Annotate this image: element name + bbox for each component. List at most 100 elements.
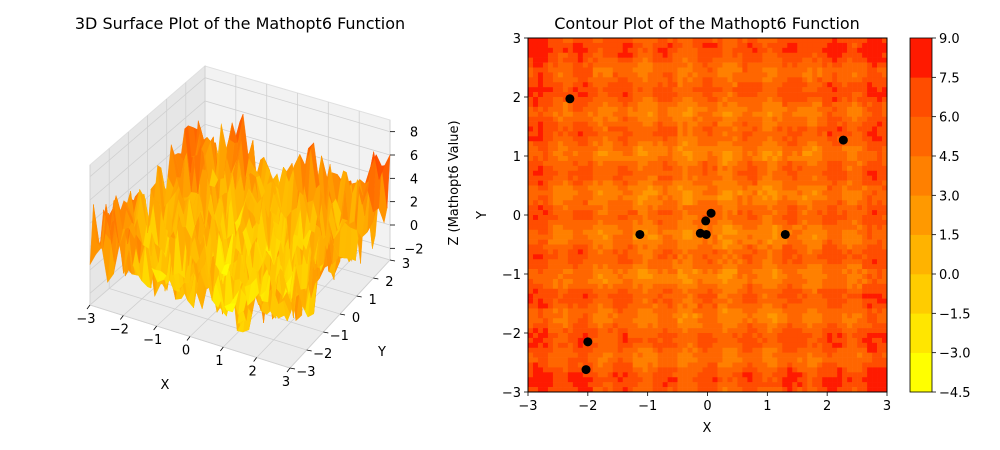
contour-cell (692, 382, 698, 388)
contour-cell (562, 234, 569, 240)
contour-cell (528, 146, 534, 152)
contour-cell (602, 328, 609, 334)
contour-cell (637, 165, 643, 172)
contour-cell (782, 67, 788, 73)
contour-cell (707, 254, 713, 260)
contour-cell (737, 244, 743, 250)
contour-cell (747, 116, 753, 122)
contour-cell (777, 278, 783, 285)
contour-cell (562, 156, 569, 162)
contour-cell (727, 205, 733, 211)
contour-cell (577, 151, 584, 157)
contour-cell (592, 101, 599, 108)
contour-cell (607, 151, 614, 157)
contour-cell (627, 342, 634, 349)
contour-cell (542, 274, 549, 280)
contour-cell (757, 367, 763, 373)
contour-cell (572, 72, 579, 78)
contour-cell (652, 136, 658, 142)
contour-cell (677, 185, 683, 191)
contour-cell (687, 293, 693, 299)
contour-cell (532, 274, 539, 280)
contour-cell (607, 234, 614, 240)
contour-cell (572, 308, 579, 314)
contour-cell (627, 377, 634, 383)
contour-cell (582, 121, 589, 127)
contour-cell (682, 254, 688, 260)
contour-cell (607, 362, 614, 368)
contour-cell (697, 101, 703, 108)
contour-cell (562, 38, 569, 44)
contour-cell (572, 47, 579, 54)
contour-cell (532, 180, 539, 186)
contour-cell (737, 116, 743, 122)
contour-cell (572, 229, 579, 235)
contour-cell (637, 57, 643, 63)
contour-cell (757, 347, 763, 353)
contour-cell (652, 249, 658, 255)
contour-cell (682, 160, 688, 167)
contour-cell (772, 136, 778, 142)
contour-cell (602, 116, 609, 122)
contour-cell (592, 382, 599, 388)
contour-cell (627, 362, 634, 368)
contour-cell (737, 283, 743, 290)
contour-cell (652, 313, 658, 319)
contour-cell (672, 239, 678, 245)
contour-cell (632, 67, 638, 73)
contour-cell (682, 229, 688, 235)
contour-cell (612, 82, 619, 88)
contour-cell (747, 121, 753, 127)
contour-cell (637, 92, 643, 98)
contour-cell (607, 170, 614, 176)
contour-cell (702, 185, 708, 191)
contour-cell (692, 323, 698, 329)
contour-cell (732, 244, 738, 250)
contour-cell (672, 87, 678, 93)
contour-cell (587, 180, 594, 186)
contour-cell (707, 249, 713, 255)
contour-cell (642, 106, 648, 113)
contour-cell (767, 382, 773, 388)
contour-cell (782, 382, 788, 388)
contour-cell (772, 347, 778, 353)
contour-cell (622, 72, 629, 78)
contour-cell (762, 274, 768, 280)
contour-cell (632, 254, 638, 260)
contour-cell (667, 367, 673, 373)
contour-cell (717, 195, 723, 201)
contour-cell (602, 72, 609, 78)
contour-cell (742, 38, 748, 44)
contour-cell (782, 151, 788, 157)
contour-cell (612, 337, 619, 344)
contour-cell (707, 180, 713, 186)
contour-cell (597, 67, 604, 73)
contour-cell (582, 254, 589, 260)
contour-cell (677, 362, 683, 368)
contour-cell (557, 224, 564, 231)
contour-cell (582, 195, 589, 201)
contour-cell (667, 303, 673, 309)
contour-cell (717, 77, 723, 83)
contour-cell (642, 259, 648, 265)
contour-cell (547, 259, 554, 265)
contour-cell (537, 77, 544, 83)
contour-cell (667, 47, 673, 54)
contour-cell (732, 190, 738, 196)
contour-cell (752, 165, 758, 172)
contour-cell (528, 367, 534, 373)
contour-cell (587, 219, 594, 226)
contour-cell (722, 382, 728, 388)
contour-cell (657, 337, 663, 344)
contour-cell (692, 293, 698, 299)
contour-cell (552, 175, 559, 181)
contour-cell (687, 131, 693, 137)
contour-cell (537, 97, 544, 103)
contour-cell (732, 106, 738, 113)
contour-cell (627, 180, 634, 186)
contour-cell (562, 244, 569, 250)
contour-cell (722, 313, 728, 319)
contour-cell (717, 87, 723, 93)
contour-cell (702, 308, 708, 314)
contour-cell (617, 224, 624, 231)
